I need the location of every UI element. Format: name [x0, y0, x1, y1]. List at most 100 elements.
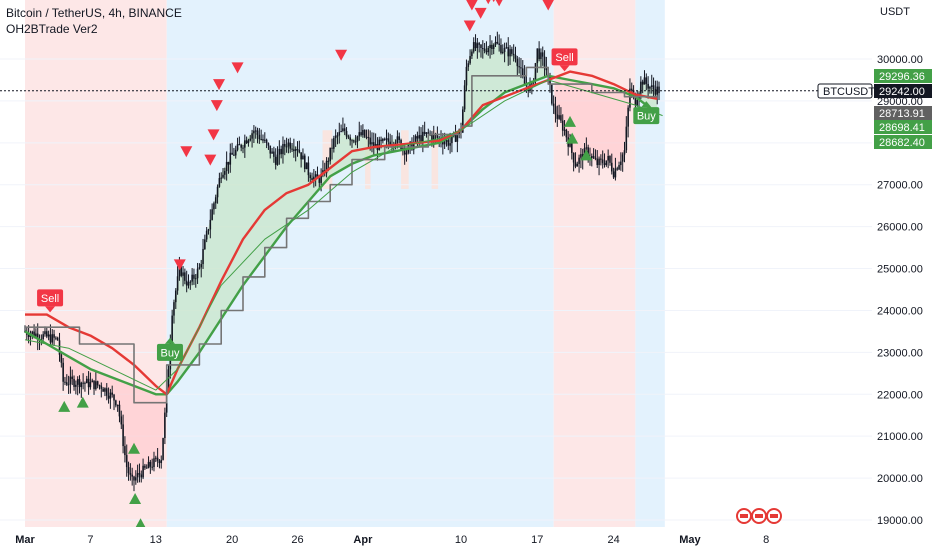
chart-title: Bitcoin / TetherUS, 4h, BINANCE [6, 6, 182, 20]
candle-body [349, 137, 351, 141]
candle-body [334, 135, 337, 139]
candle-body [482, 48, 484, 50]
candle-body [327, 160, 330, 162]
candle-body [283, 143, 286, 147]
candle-body [289, 142, 292, 149]
label-pointer [641, 101, 652, 108]
candle-body [509, 49, 511, 57]
candle-body [329, 147, 331, 162]
candle-body [405, 152, 408, 155]
price-tick-label: 25000.00 [877, 264, 923, 276]
candle-body [371, 142, 373, 145]
candle-body [585, 147, 588, 149]
candle-body [69, 376, 72, 385]
zone-stripe [322, 130, 333, 189]
candle-body [610, 162, 613, 172]
candle-body [187, 282, 190, 286]
candle-body [269, 145, 272, 154]
candle-body [541, 52, 544, 57]
candle-body [331, 147, 333, 149]
candle-body [171, 315, 173, 343]
candle-body [534, 63, 537, 81]
candle-body [620, 161, 622, 166]
candle-body [236, 144, 239, 150]
candle-body [220, 177, 222, 179]
candle-body [164, 412, 166, 439]
candle-body [65, 382, 68, 385]
candle-body [254, 130, 257, 132]
candle-body [98, 385, 101, 387]
candle-body [120, 416, 123, 425]
candle-body [87, 378, 90, 388]
candle-body [258, 134, 261, 140]
candle-body [436, 135, 439, 138]
buy-triangle [58, 400, 71, 412]
candle-body [538, 48, 540, 60]
candle-body [140, 474, 143, 478]
candle-body [193, 274, 195, 279]
ma-thin-green-line [24, 79, 663, 391]
candle-body [202, 249, 204, 265]
time-tick-label: 7 [87, 534, 93, 546]
price-tick-label: 24000.00 [877, 305, 923, 317]
price-tags: 29296.36 BTCUSDT 29242.00 28713.91 28698.41 2… [817, 69, 932, 149]
candle-body [320, 174, 322, 183]
candle-body [551, 84, 553, 104]
sell-triangle [335, 49, 348, 61]
candle-body [536, 48, 539, 64]
candle-body [498, 43, 500, 46]
price-tick-label: 26000.00 [877, 222, 923, 234]
time-tick-label: 17 [531, 534, 543, 546]
candle-body [31, 331, 34, 334]
time-axis[interactable]: Mar 7 13 20 26 Apr 10 17 24 May 8 [0, 527, 932, 550]
candle-body [492, 44, 495, 49]
candle-body [476, 43, 479, 49]
candle-body [216, 186, 219, 198]
candle-body [552, 103, 555, 107]
candle-body [46, 331, 48, 337]
candle-body [649, 86, 651, 89]
candle-body [167, 369, 170, 390]
candle-body [503, 48, 506, 52]
price-tag-box [874, 120, 932, 134]
candle-body [184, 272, 186, 281]
candle-body [280, 148, 282, 155]
label-text: Sell [555, 52, 573, 64]
price-tick-label: 22000.00 [877, 389, 923, 401]
candle-body [89, 382, 92, 388]
candle-body [431, 134, 433, 140]
candle-body [565, 129, 568, 138]
candle-body [501, 51, 504, 53]
price-tag-text: 29242.00 [879, 86, 925, 98]
candle-body [423, 131, 426, 134]
candle-body [214, 197, 217, 204]
candle-body [427, 132, 430, 134]
label-box [551, 48, 578, 66]
candle-body [78, 379, 81, 388]
step-line [25, 66, 658, 404]
candle-body [249, 138, 252, 141]
sell-label: Sell [37, 289, 64, 313]
candle-body [587, 147, 589, 158]
candle-body [73, 379, 75, 387]
candle-body [113, 394, 115, 401]
candle-body [416, 136, 419, 139]
price-tick-label: 19000.00 [877, 515, 923, 527]
label-pointer [559, 65, 570, 72]
candle-body [276, 154, 279, 165]
candle-body [447, 140, 450, 146]
candle-body [412, 141, 415, 150]
candle-body [601, 159, 604, 164]
candle-body [285, 146, 288, 148]
candle-body [454, 133, 457, 142]
candle-body [122, 424, 124, 447]
event-flags[interactable] [736, 508, 782, 524]
candle-body [380, 139, 382, 142]
candle-body [151, 466, 153, 468]
candle-body [156, 457, 159, 461]
candle-body [55, 337, 57, 339]
candle-body [194, 278, 197, 280]
price-tick-label: 21000.00 [877, 431, 923, 443]
candle-body [133, 476, 135, 481]
